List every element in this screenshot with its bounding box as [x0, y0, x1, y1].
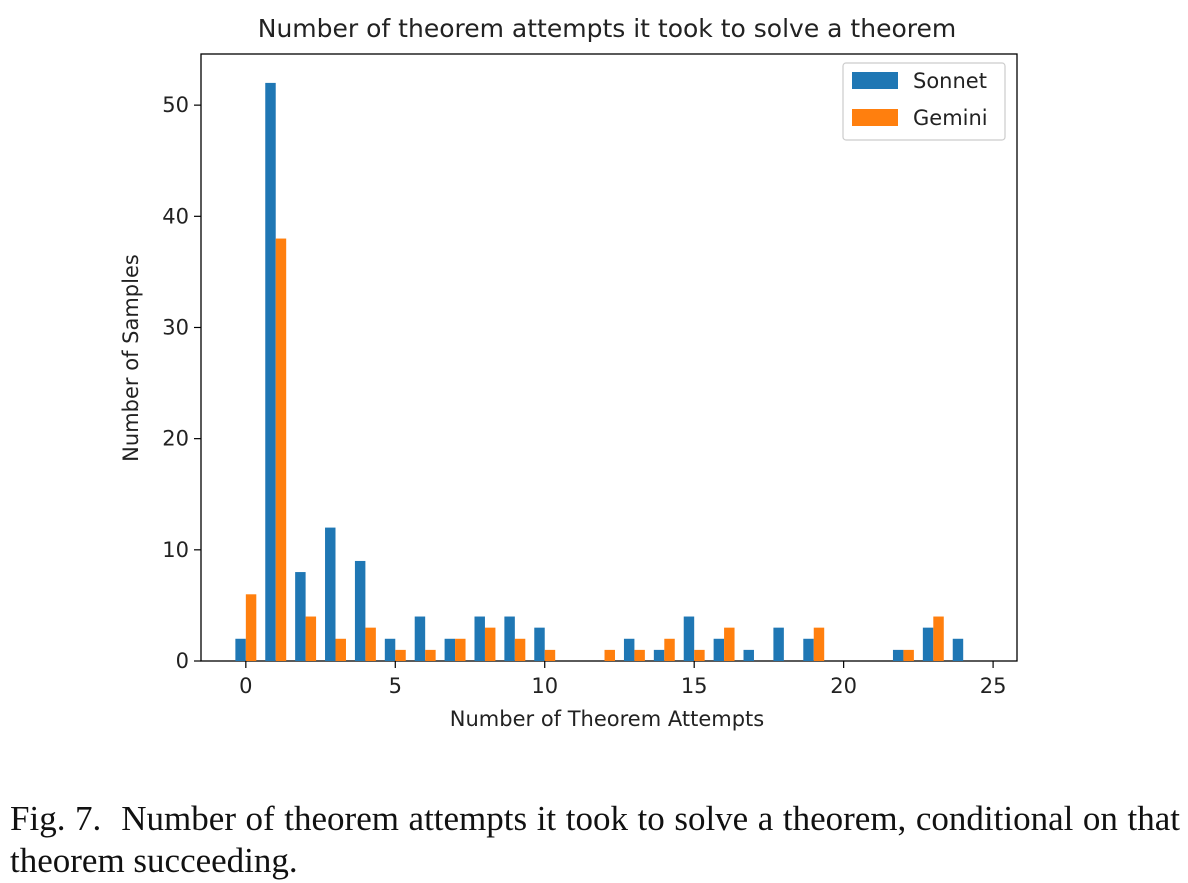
x-tick-label: 15 — [681, 674, 708, 698]
bar-gemini-16 — [724, 627, 735, 661]
bar-sonnet-16 — [713, 638, 725, 661]
plot-area — [200, 53, 1018, 662]
bar-sonnet-14 — [653, 649, 665, 661]
x-tick-label: 5 — [389, 674, 402, 698]
x-tick-label: 10 — [531, 674, 558, 698]
legend-label-sonnet: Sonnet — [913, 69, 987, 93]
legend-swatch-gemini — [852, 109, 898, 126]
bar-sonnet-7 — [444, 638, 456, 661]
caption-label: Fig. 7. — [10, 799, 102, 838]
bar-sonnet-24 — [952, 638, 964, 661]
bar-gemini-1 — [275, 238, 287, 662]
bar-sonnet-6 — [414, 616, 426, 661]
bar-sonnet-3 — [325, 527, 336, 661]
bar-gemini-0 — [245, 594, 257, 661]
bar-gemini-2 — [305, 616, 317, 661]
bar-sonnet-18 — [773, 627, 784, 661]
bar-sonnet-19 — [803, 638, 814, 661]
bar-gemini-6 — [425, 649, 436, 661]
bar-sonnet-13 — [623, 638, 635, 661]
legend: Sonnet Gemini — [842, 62, 1006, 141]
y-axis: 0 10 20 30 40 50 — [162, 93, 201, 673]
y-axis-label: Number of Samples — [119, 254, 143, 462]
bar-gemini-10 — [544, 649, 556, 661]
bar-sonnet-2 — [295, 572, 306, 661]
bar-gemini-23 — [933, 616, 944, 661]
bar-sonnet-0 — [235, 638, 246, 661]
legend-label-gemini: Gemini — [913, 106, 988, 130]
x-axis: 0 5 10 15 20 25 — [239, 661, 1006, 698]
chart-title: Number of theorem attempts it took to so… — [258, 14, 956, 43]
x-tick-label: 20 — [830, 674, 857, 698]
legend-swatch-sonnet — [852, 72, 898, 89]
y-tick-label: 0 — [176, 649, 189, 673]
bar-gemini-14 — [664, 638, 675, 661]
bar-sonnet-5 — [384, 638, 396, 661]
figure-caption: Fig. 7. Number of theorem attempts it too… — [10, 798, 1180, 882]
y-tick-label: 40 — [162, 204, 189, 228]
bar-gemini-15 — [694, 649, 705, 661]
bars-group — [235, 82, 964, 662]
bar-sonnet-4 — [354, 560, 366, 661]
bar-gemini-22 — [903, 649, 914, 661]
bar-gemini-8 — [484, 627, 496, 661]
y-tick-label: 20 — [162, 427, 189, 451]
bar-gemini-7 — [455, 638, 466, 661]
bar-sonnet-8 — [474, 616, 485, 661]
bar-gemini-13 — [634, 649, 645, 661]
bar-sonnet-22 — [892, 649, 904, 661]
bar-gemini-12 — [604, 649, 615, 661]
y-tick-label: 50 — [162, 93, 189, 117]
bar-gemini-5 — [395, 649, 406, 661]
bar-sonnet-17 — [743, 649, 754, 661]
y-tick-label: 10 — [162, 538, 189, 562]
bar-gemini-3 — [335, 638, 346, 661]
caption-text: Number of theorem attempts it took to so… — [10, 799, 1180, 880]
bar-sonnet-10 — [534, 627, 545, 661]
x-tick-label: 25 — [980, 674, 1007, 698]
bar-sonnet-23 — [922, 627, 934, 661]
bar-sonnet-15 — [683, 616, 695, 661]
chart: Number of theorem attempts it took to so… — [119, 14, 1018, 731]
x-tick-label: 0 — [239, 674, 252, 698]
bar-gemini-4 — [365, 627, 376, 661]
bar-gemini-9 — [514, 638, 526, 661]
y-tick-label: 30 — [162, 315, 189, 339]
bar-gemini-19 — [813, 627, 825, 661]
x-axis-label: Number of Theorem Attempts — [450, 707, 764, 731]
bar-sonnet-9 — [504, 616, 515, 661]
bar-sonnet-1 — [265, 82, 276, 661]
